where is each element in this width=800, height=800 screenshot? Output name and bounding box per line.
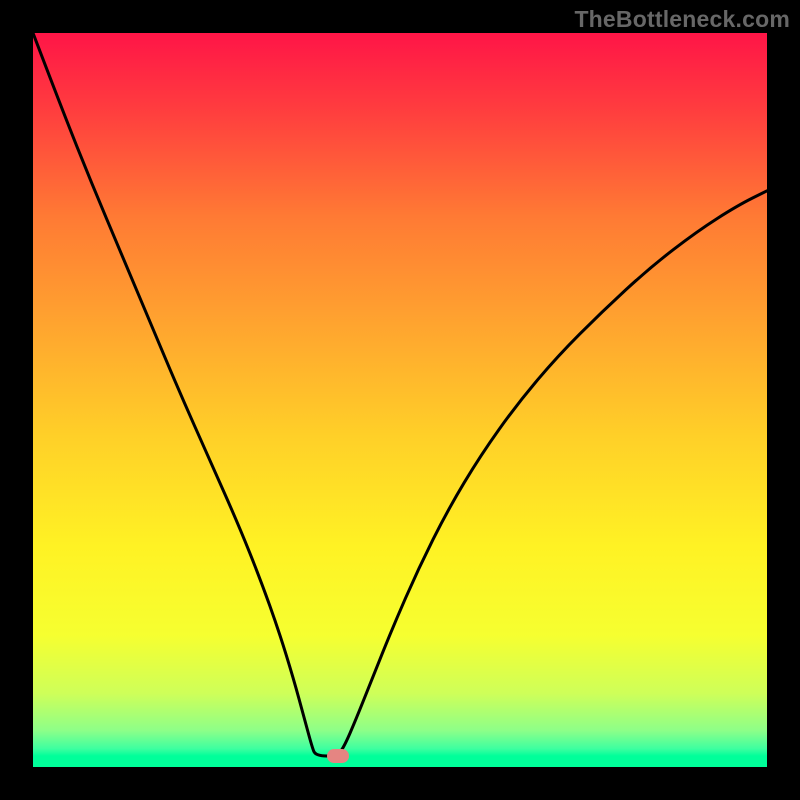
plot-area bbox=[33, 33, 767, 767]
image-root: TheBottleneck.com bbox=[0, 0, 800, 800]
curve-layer bbox=[33, 33, 767, 767]
watermark-text: TheBottleneck.com bbox=[574, 6, 790, 33]
bottleneck-curve bbox=[33, 33, 767, 756]
optimal-point-marker bbox=[327, 749, 349, 763]
